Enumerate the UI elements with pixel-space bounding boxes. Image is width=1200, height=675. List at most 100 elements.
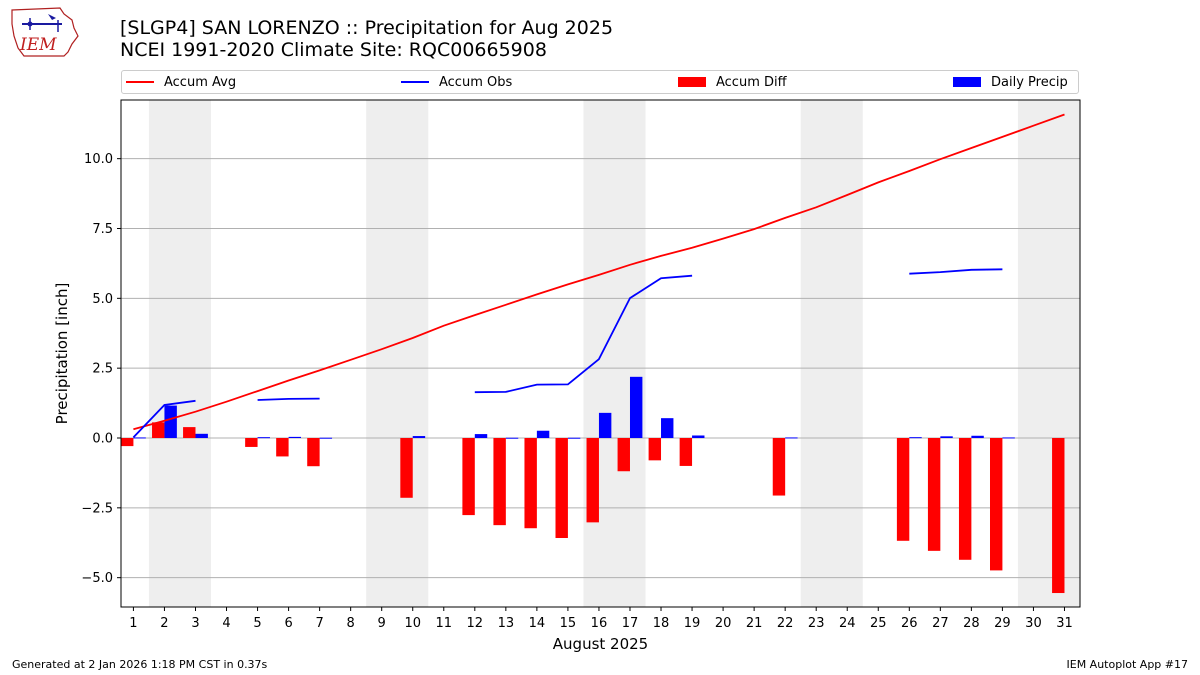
- x-tick-label: 27: [932, 616, 949, 631]
- x-tick-label: 19: [684, 616, 701, 631]
- legend-swatch-patch: [678, 77, 706, 87]
- x-tick-label: 23: [808, 616, 825, 631]
- weekend-band: [366, 100, 429, 607]
- legend-accum-diff: Accum Diff: [678, 71, 787, 93]
- accum-diff-bar: [772, 438, 786, 496]
- x-tick-label: 6: [284, 616, 292, 631]
- accum-diff-bar: [679, 438, 693, 466]
- x-tick-label: 30: [1025, 616, 1042, 631]
- x-tick-label: 2: [160, 616, 168, 631]
- x-tick-label: 4: [222, 616, 230, 631]
- y-tick-label: −2.5: [81, 501, 113, 516]
- daily-precip-bar: [661, 418, 674, 438]
- y-axis-label: Precipitation [inch]: [53, 283, 71, 425]
- x-tick-label: 14: [529, 616, 546, 631]
- accum-diff-bar: [896, 438, 910, 541]
- accum-diff-bar: [586, 438, 599, 523]
- daily-precip-bar: [909, 437, 922, 439]
- accum-avg-line: [133, 113, 1065, 431]
- x-tick-label: 1: [129, 616, 137, 631]
- x-tick-label: 13: [498, 616, 515, 631]
- x-tick-label: 17: [622, 616, 639, 631]
- legend-daily-precip: Daily Precip: [953, 71, 1068, 93]
- legend-swatch-line: [126, 81, 154, 83]
- y-tick-label: 7.5: [92, 222, 113, 237]
- daily-precip-bar: [474, 434, 488, 438]
- x-tick-label: 12: [467, 616, 484, 631]
- daily-precip-bar: [505, 437, 519, 439]
- accum-diff-bar: [400, 438, 413, 498]
- daily-precip-bar: [288, 436, 302, 438]
- daily-precip-bar: [785, 437, 798, 439]
- x-tick-label: 20: [715, 616, 732, 631]
- y-tick-label: 5.0: [92, 292, 113, 307]
- accum-diff-bar: [245, 438, 258, 447]
- accum-diff-bar: [493, 438, 506, 526]
- x-tick-label: 9: [378, 616, 386, 631]
- daily-precip-bar: [536, 430, 550, 438]
- legend-accum-obs: Accum Obs: [401, 71, 512, 93]
- accum-diff-bar: [617, 438, 630, 472]
- accum-diff-bar: [307, 438, 320, 467]
- x-tick-label: 21: [746, 616, 763, 631]
- x-tick-label: 18: [653, 616, 670, 631]
- daily-precip-bar: [940, 436, 953, 438]
- daily-precip-bar: [1002, 437, 1015, 439]
- logo-text: IEM: [19, 35, 57, 55]
- daily-precip-bar: [567, 437, 581, 439]
- x-tick-label: 11: [435, 616, 452, 631]
- chart-legend: Accum Avg Accum Obs Accum Diff Daily Pre…: [121, 70, 1079, 94]
- daily-precip-bar: [412, 436, 426, 438]
- title-line-1: [SLGP4] SAN LORENZO :: Precipitation for…: [120, 17, 614, 39]
- accum-diff-bar: [462, 438, 475, 516]
- daily-precip-bar: [164, 405, 177, 438]
- accum-diff-bar: [958, 438, 972, 560]
- iem-logo: IEM: [11, 7, 79, 57]
- accum-diff-bar: [555, 438, 568, 539]
- y-tick-label: 2.5: [92, 362, 113, 377]
- x-tick-label: 7: [315, 616, 323, 631]
- accum-diff-bar: [989, 438, 1003, 571]
- footer-generated: Generated at 2 Jan 2026 1:18 PM CST in 0…: [12, 658, 268, 671]
- accum-diff-bar: [524, 438, 537, 529]
- legend-label: Accum Avg: [164, 74, 237, 90]
- x-tick-label: 28: [963, 616, 980, 631]
- daily-precip-bar: [195, 433, 208, 438]
- legend-swatch-line: [401, 81, 429, 83]
- weekend-band: [583, 100, 646, 607]
- x-tick-label: 3: [191, 616, 199, 631]
- legend-label: Accum Diff: [716, 74, 787, 90]
- plot-area: [121, 100, 1080, 607]
- accum-diff-bar: [152, 422, 165, 438]
- plot-frame: [120, 99, 1081, 608]
- x-tick-label: 25: [870, 616, 887, 631]
- x-tick-label: 24: [839, 616, 856, 631]
- accum-obs-line: [132, 268, 1003, 439]
- daily-precip-bar: [692, 435, 705, 438]
- daily-precip-bar: [319, 437, 333, 439]
- daily-precip-bar: [133, 437, 146, 439]
- daily-precip-bar: [257, 437, 270, 439]
- x-tick-label: 29: [994, 616, 1011, 631]
- legend-label: Accum Obs: [439, 74, 513, 90]
- daily-precip-bar: [629, 376, 643, 438]
- title-line-2: NCEI 1991-2020 Climate Site: RQC00665908: [120, 39, 547, 61]
- weekend-band: [800, 100, 863, 607]
- y-tick-label: 0.0: [92, 432, 113, 447]
- legend-label: Daily Precip: [991, 74, 1068, 90]
- x-tick-label: 26: [901, 616, 918, 631]
- accum-diff-bar: [927, 438, 941, 551]
- accum-diff-bar: [276, 438, 289, 457]
- y-tick-label: −5.0: [81, 571, 113, 586]
- accum-diff-bar: [648, 438, 662, 461]
- weekend-band: [1017, 100, 1080, 607]
- weekend-band: [148, 100, 212, 607]
- legend-accum-avg: Accum Avg: [126, 71, 236, 93]
- x-tick-label: 10: [404, 616, 421, 631]
- x-tick-label: 22: [777, 616, 794, 631]
- x-tick-label: 15: [560, 616, 577, 631]
- x-axis-label: August 2025: [553, 635, 648, 653]
- accum-diff-bar: [121, 438, 134, 447]
- x-tick-label: 5: [253, 616, 261, 631]
